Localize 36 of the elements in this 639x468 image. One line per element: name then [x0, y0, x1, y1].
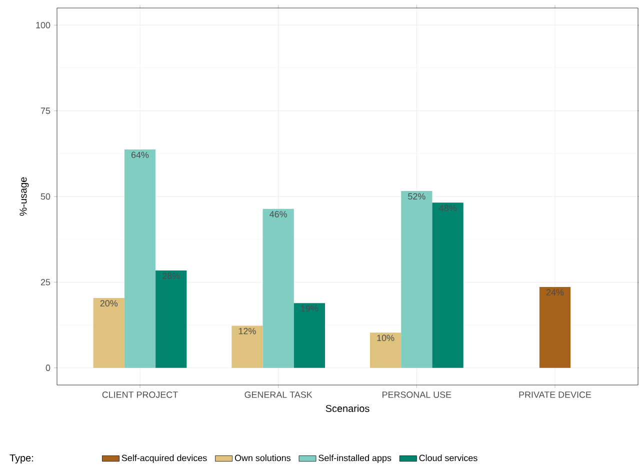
y-tick-label: 100 — [36, 22, 50, 28]
bar — [156, 270, 187, 368]
data-label: 64% — [131, 152, 149, 158]
y-axis-title: %-usage — [20, 177, 29, 216]
legend-title: Type: — [10, 454, 33, 464]
bar — [401, 191, 432, 368]
x-tick-label: PERSONAL USE — [382, 392, 452, 398]
legend-label: Cloud services — [419, 454, 478, 462]
bar — [93, 298, 124, 368]
y-tick-label: 0 — [46, 364, 50, 372]
bar — [539, 286, 571, 368]
data-label: 10% — [377, 334, 394, 342]
bar — [370, 332, 402, 368]
data-label: 12% — [238, 328, 256, 334]
bar — [232, 326, 263, 368]
data-label: 28% — [162, 272, 180, 280]
x-axis-title: Scenarios — [326, 404, 370, 412]
bar — [262, 208, 294, 368]
x-tick-label: GENERAL TASK — [244, 392, 312, 398]
data-label: 20% — [100, 300, 118, 306]
y-tick-label: 75 — [40, 108, 50, 114]
x-tick-label: CLIENT PROJECT — [102, 392, 178, 398]
data-label: 48% — [439, 204, 456, 212]
bar — [432, 202, 464, 368]
bar — [124, 150, 156, 368]
data-label: 19% — [301, 305, 318, 312]
legend-label: Self-installed apps — [318, 454, 392, 463]
x-tick-label: PRIVATE DEVICE — [519, 392, 592, 398]
data-label: 52% — [408, 193, 426, 200]
data-label: 46% — [270, 211, 287, 218]
legend-label: Own solutions — [234, 454, 290, 462]
y-tick-label: 50 — [40, 193, 50, 200]
legend-label: Self-acquired devices — [122, 454, 207, 463]
y-tick-label: 25 — [40, 279, 50, 286]
bar — [294, 303, 326, 368]
data-label: 24% — [546, 289, 564, 296]
